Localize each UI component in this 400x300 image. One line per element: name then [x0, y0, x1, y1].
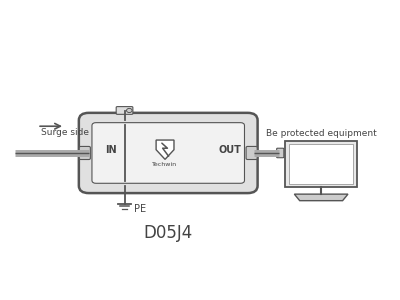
Circle shape [126, 108, 132, 112]
FancyBboxPatch shape [289, 144, 353, 184]
Text: Techwin: Techwin [152, 162, 178, 167]
FancyBboxPatch shape [277, 148, 284, 158]
FancyBboxPatch shape [116, 106, 133, 114]
FancyBboxPatch shape [79, 146, 90, 160]
Text: IN: IN [105, 145, 116, 155]
Text: Be protected equipment: Be protected equipment [266, 129, 376, 138]
Text: OUT: OUT [218, 145, 241, 155]
Polygon shape [156, 140, 174, 159]
Text: D05J4: D05J4 [144, 224, 193, 242]
FancyBboxPatch shape [79, 113, 258, 193]
Text: PE: PE [134, 204, 146, 214]
Polygon shape [294, 194, 348, 201]
FancyBboxPatch shape [286, 141, 357, 187]
FancyBboxPatch shape [246, 146, 257, 160]
FancyBboxPatch shape [92, 123, 244, 183]
Text: Surge side: Surge side [41, 128, 89, 137]
